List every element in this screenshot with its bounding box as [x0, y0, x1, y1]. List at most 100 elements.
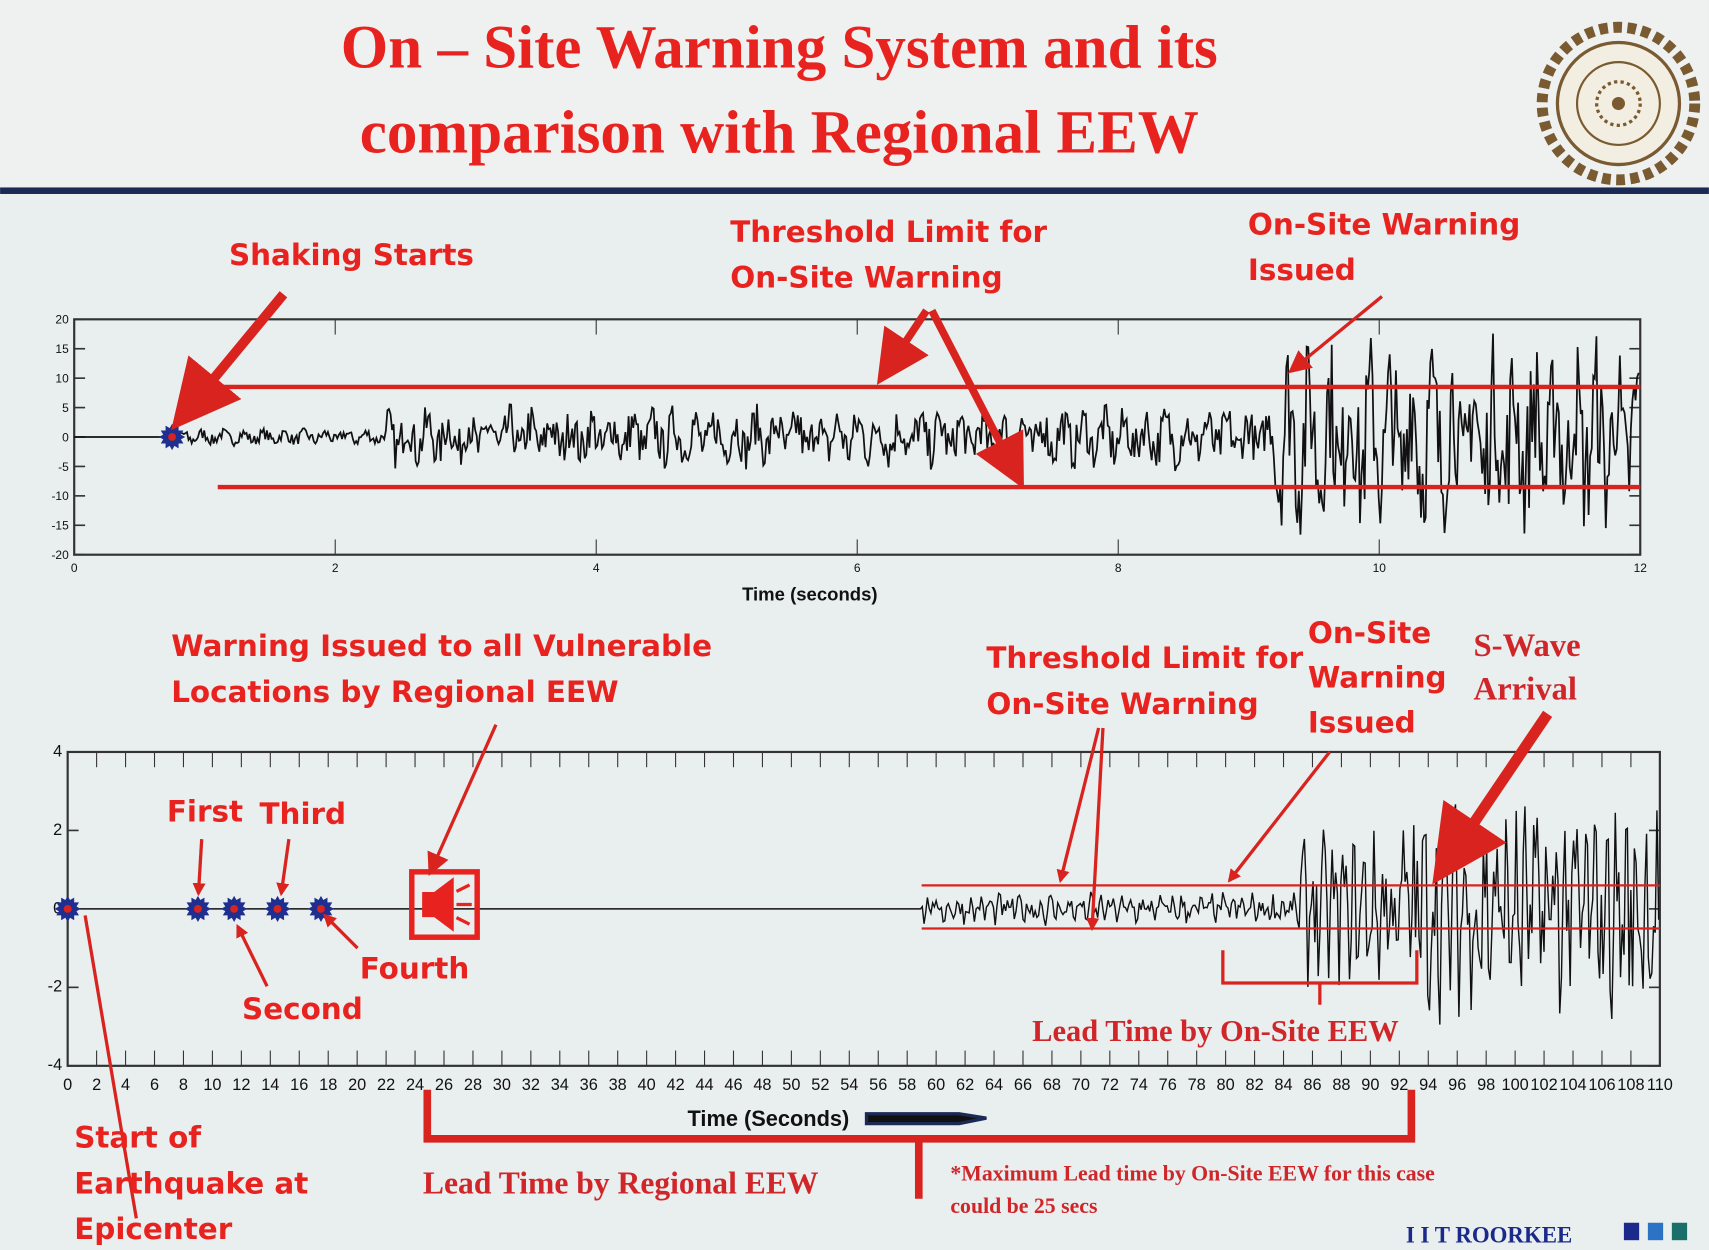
x-tick-label: 8 [179, 1076, 188, 1094]
annotation-bottom-threshold-line2: On-Site Warning [986, 687, 1258, 721]
x-tick-label: 6 [150, 1076, 159, 1094]
x-tick-label: 48 [753, 1076, 771, 1094]
x-tick-label: 74 [1130, 1076, 1148, 1094]
annotation-swave-line1: S-Wave [1474, 628, 1581, 664]
arrow-second [236, 923, 269, 987]
x-tick-label: 16 [290, 1076, 308, 1094]
y-tick-label: -15 [51, 519, 69, 533]
x-tick-label: 60 [927, 1076, 945, 1094]
x-tick-label: 94 [1419, 1076, 1437, 1094]
y-tick-label: 2 [53, 821, 62, 839]
y-tick-label: 5 [62, 401, 69, 415]
x-tick-label: 68 [1043, 1076, 1061, 1094]
x-tick-label: 30 [493, 1076, 511, 1094]
footer-brand: I I T ROORKEE [1406, 1222, 1572, 1247]
station-marker-center [273, 904, 282, 913]
annotation-bottom-issued-line2: Warning [1308, 661, 1447, 695]
x-tick-label: 32 [522, 1076, 540, 1094]
station-marker-center [194, 904, 202, 913]
y-tick-label: 10 [55, 372, 69, 386]
x-tick-label: 2 [92, 1076, 101, 1094]
slide-title-line1: On – Site Warning System and its [341, 15, 1218, 82]
x-tick-label: 4 [121, 1076, 130, 1094]
x-tick-label: 38 [609, 1076, 627, 1094]
y-tick-label: -20 [51, 548, 69, 562]
annotation-threshold-line1: Threshold Limit for [730, 215, 1047, 249]
annotation-swave-line2: Arrival [1474, 672, 1577, 708]
x-tick-label: 108 [1617, 1076, 1644, 1094]
x-tick-label: 4 [593, 561, 600, 575]
x-tick-label: 14 [261, 1076, 279, 1094]
label-start-line3: Epicenter [74, 1212, 233, 1246]
x-tick-label: 24 [406, 1076, 424, 1094]
annotation-bottom-issued-line3: Issued [1308, 705, 1416, 739]
x-tick-label: 100 [1501, 1076, 1528, 1094]
x-tick-label: 42 [667, 1076, 685, 1094]
y-tick-label: 0 [62, 430, 69, 444]
x-tick-label: 40 [638, 1076, 656, 1094]
x-tick-label: 56 [869, 1076, 887, 1094]
x-tick-label: 18 [319, 1076, 337, 1094]
arrow-issued [1287, 295, 1383, 374]
x-tick-label: 82 [1245, 1076, 1263, 1094]
label-second: Second [242, 992, 363, 1026]
x-tick-label: 106 [1588, 1076, 1615, 1094]
y-tick-label: -4 [48, 1056, 63, 1074]
x-tick-label: 34 [551, 1076, 569, 1094]
arrow-fourth [323, 913, 359, 950]
bottom-chart: 0 2 4 6 8 10 12 14 16 18 20 22 24 26 28 30 32 34 36 38 40 42 4… [48, 742, 1673, 1130]
annotation-issued-line2: Issued [1248, 253, 1356, 287]
x-tick-label: 96 [1448, 1076, 1466, 1094]
x-tick-label: 98 [1477, 1076, 1495, 1094]
x-tick-label: 104 [1559, 1076, 1586, 1094]
arrow-swave [1432, 710, 1553, 885]
x-axis-label: Time (seconds) [742, 583, 877, 604]
y-tick-label: 15 [55, 342, 69, 356]
x-tick-label: 6 [854, 561, 861, 575]
annotation-threshold-line2: On-Site Warning [730, 261, 1002, 295]
top-chart: 0 2 4 6 8 10 12 20 15 10 5 0 -5 -10 -15 -20 Time (second… [51, 313, 1647, 605]
x-tick-label: 90 [1361, 1076, 1379, 1094]
annotation-bottom-threshold-line1: Threshold Limit for [986, 641, 1303, 675]
y-tick-label: -10 [51, 489, 69, 503]
station-marker-center [317, 904, 325, 913]
slide-title-line2: comparison with Regional EEW [360, 100, 1199, 167]
speaker-icon-glyph [422, 877, 472, 932]
arrow-bottom-threshold-upper [1056, 727, 1101, 884]
x-axis-label: Time (Seconds) [688, 1106, 850, 1131]
x-tick-label: 52 [811, 1076, 829, 1094]
label-first: First [167, 795, 243, 829]
x-tick-label: 20 [348, 1076, 366, 1094]
x-tick-label: 110 [1647, 1076, 1673, 1094]
footer-square [1671, 1222, 1688, 1241]
x-tick-label: 50 [782, 1076, 800, 1094]
x-tick-label: 2 [332, 561, 339, 575]
note-line2: could be 25 secs [950, 1194, 1097, 1218]
annotation-regional-line2: Locations by Regional EEW [171, 675, 618, 709]
y-tick-label: -2 [48, 978, 63, 996]
x-tick-label: 72 [1101, 1076, 1119, 1094]
arrow-first [192, 839, 206, 897]
x-tick-label: 44 [695, 1076, 713, 1094]
time-arrow-icon [864, 1112, 987, 1126]
arrow-third [276, 838, 291, 897]
x-tick-label: 36 [580, 1076, 598, 1094]
x-tick-label: 46 [724, 1076, 742, 1094]
arrow-shaking [171, 291, 288, 431]
x-tick-label: 28 [464, 1076, 482, 1094]
x-tick-label: 0 [71, 561, 78, 575]
x-tick-label: 10 [203, 1076, 221, 1094]
waveform [74, 333, 1640, 535]
arrow-regional [427, 724, 498, 877]
header-rule [0, 187, 1709, 194]
x-tick-label: 0 [63, 1076, 72, 1094]
epicenter-marker-center [63, 904, 72, 913]
bracket-onsite-lead [1221, 950, 1419, 1005]
y-tick-label: -5 [58, 460, 69, 474]
x-tick-label: 10 [1373, 561, 1387, 575]
x-tick-label: 26 [435, 1076, 453, 1094]
x-tick-label: 84 [1274, 1076, 1292, 1094]
station-marker-center [230, 904, 239, 913]
bracket-regional-lead [423, 1089, 1416, 1199]
